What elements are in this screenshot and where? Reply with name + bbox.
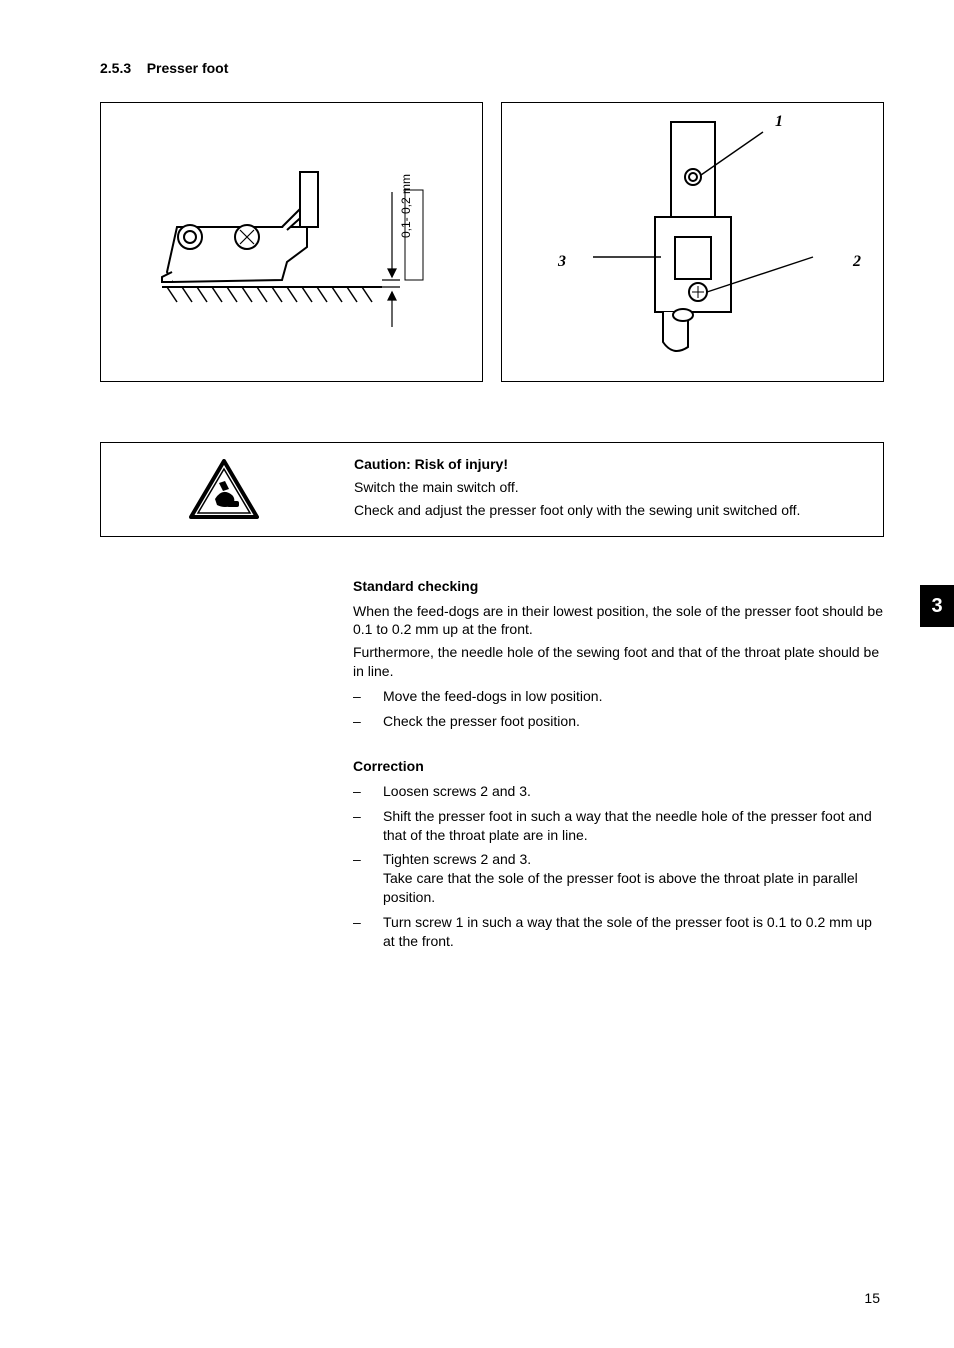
correction-list: –Loosen screws 2 and 3. –Shift the press… <box>353 782 884 951</box>
callout-3: 3 <box>558 253 566 271</box>
list-item: –Turn screw 1 in such a way that the sol… <box>353 913 884 951</box>
item-text: Move the feed-dogs in low position. <box>383 687 884 706</box>
list-item: –Tighten screws 2 and 3.Take care that t… <box>353 850 884 907</box>
correction-block: Correction –Loosen screws 2 and 3. –Shif… <box>353 757 884 951</box>
list-item: –Move the feed-dogs in low position. <box>353 687 884 706</box>
callout-2: 2 <box>853 253 861 271</box>
item-text: Tighten screws 2 and 3.Take care that th… <box>383 850 884 907</box>
caution-line-1: Switch the main switch off. <box>354 478 869 497</box>
chapter-tab: 3 <box>920 585 954 627</box>
warning-icon <box>189 459 259 521</box>
figure-right: 1 2 3 <box>501 102 884 382</box>
dimension-label: 0,1- 0,2 mm <box>399 174 413 238</box>
item-text: Shift the presser foot in such a way tha… <box>383 807 884 845</box>
content-column: Standard checking When the feed-dogs are… <box>353 577 884 951</box>
list-item: –Shift the presser foot in such a way th… <box>353 807 884 845</box>
caution-icon-cell <box>121 455 326 521</box>
presser-foot-side-diagram <box>132 132 452 352</box>
list-item: –Check the presser foot position. <box>353 712 884 731</box>
caution-text: Caution: Risk of injury! Switch the main… <box>354 455 869 524</box>
figures-row: 0,1- 0,2 mm <box>100 102 884 382</box>
standard-checking-list: –Move the feed-dogs in low position. –Ch… <box>353 687 884 731</box>
section-number: 2.5.3 <box>100 60 131 76</box>
correction-heading: Correction <box>353 757 884 776</box>
item-text: Check the presser foot position. <box>383 712 884 731</box>
caution-line-2: Check and adjust the presser foot only w… <box>354 501 869 520</box>
section-title: Presser foot <box>147 60 229 76</box>
standard-checking-heading: Standard checking <box>353 577 884 596</box>
page-number: 15 <box>864 1290 880 1306</box>
standard-checking-p1: When the feed-dogs are in their lowest p… <box>353 602 884 640</box>
item-text: Turn screw 1 in such a way that the sole… <box>383 913 884 951</box>
item-text: Loosen screws 2 and 3. <box>383 782 884 801</box>
caution-title: Caution: Risk of injury! <box>354 455 869 474</box>
section-heading: 2.5.3 Presser foot <box>100 60 884 76</box>
figure-left: 0,1- 0,2 mm <box>100 102 483 382</box>
presser-foot-front-diagram <box>563 117 823 367</box>
standard-checking-p2: Furthermore, the needle hole of the sewi… <box>353 643 884 681</box>
list-item: –Loosen screws 2 and 3. <box>353 782 884 801</box>
caution-box: Caution: Risk of injury! Switch the main… <box>100 442 884 537</box>
standard-checking-block: Standard checking When the feed-dogs are… <box>353 577 884 731</box>
callout-1: 1 <box>775 113 783 131</box>
